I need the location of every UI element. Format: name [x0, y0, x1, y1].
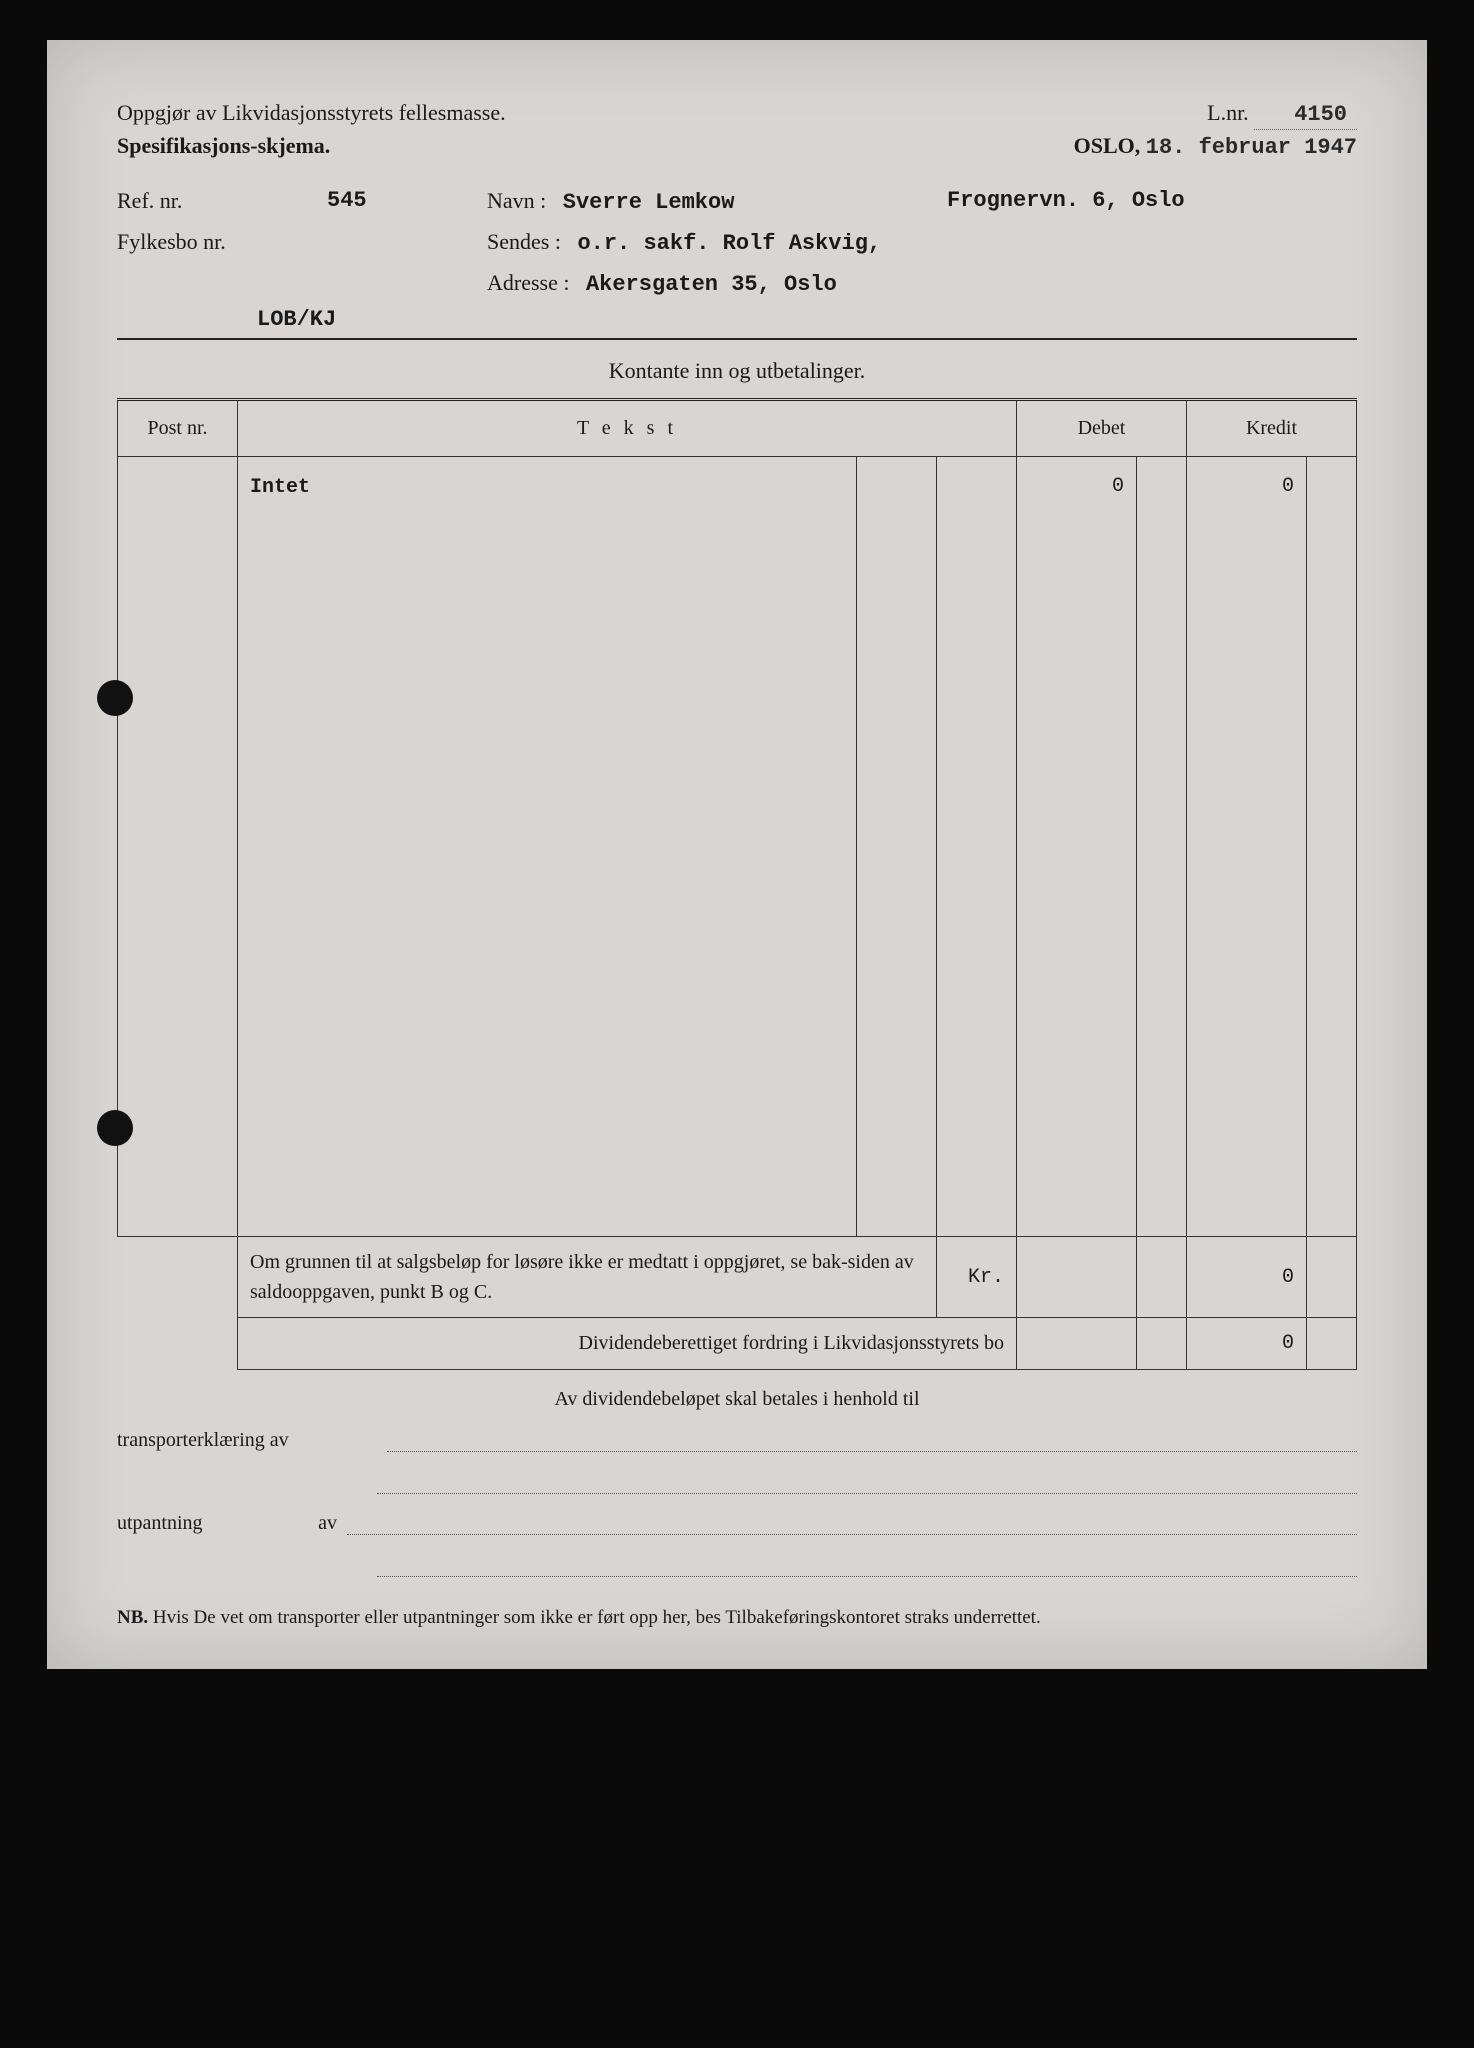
fill-row [117, 1470, 1357, 1494]
navn-label: Navn : [487, 188, 546, 213]
col-tekst: T e k s t [238, 400, 1017, 457]
clerk-initials: LOB/KJ [257, 307, 1357, 338]
cell-kredit-sub [1307, 457, 1357, 1237]
punch-hole [97, 680, 133, 716]
cell-sub [856, 457, 936, 1237]
nb-prefix: NB. [117, 1607, 148, 1628]
oslo-label: OSLO, [1074, 133, 1141, 158]
sendes-field: Sendes : o.r. sakf. Rolf Askvig, [487, 229, 937, 256]
adresse-value: Akersgaten 35, Oslo [586, 272, 837, 297]
lnr-field: L.nr. 4150 [1207, 100, 1357, 127]
oslo-date-value: 18. februar 1947 [1146, 135, 1357, 160]
table-footer-row: Dividendeberettiget fordring i Likvidasj… [118, 1318, 1357, 1370]
cell-kredit: 0 [1187, 457, 1307, 1237]
transport-line: transporterklæring av [117, 1429, 1357, 1452]
divider [117, 338, 1357, 340]
kr-label: Kr. [936, 1237, 1016, 1318]
fylkes-value [327, 229, 487, 256]
section-title: Kontante inn og utbetalinger. [117, 348, 1357, 398]
col-kredit: Kredit [1187, 400, 1357, 457]
fill-line [347, 1515, 1357, 1535]
table-header-row: Post nr. T e k s t Debet Kredit [118, 400, 1357, 457]
ref-value: 545 [327, 188, 487, 215]
sendes-value: o.r. sakf. Rolf Askvig, [577, 231, 881, 256]
dividende-value: 0 [1187, 1318, 1307, 1370]
address-right: Frognervn. 6, Oslo [937, 188, 1357, 215]
utpant-line: utpantning av [117, 1512, 1357, 1535]
cell-kredit-sub [1307, 1237, 1357, 1318]
adresse-field: Adresse : Akersgaten 35, Oslo [487, 270, 937, 297]
kr-value: 0 [1187, 1237, 1307, 1318]
cell-tekst: Intet [238, 457, 857, 1237]
header-title-1: Oppgjør av Likvidasjonsstyrets fellesmas… [117, 100, 506, 127]
av-label: av [277, 1512, 337, 1535]
table-row: Intet 0 0 [118, 457, 1357, 1237]
navn-value: Sverre Lemkow [563, 190, 735, 215]
cell-debet [1016, 1318, 1136, 1370]
dividende-label: Dividendeberettiget fordring i Likvidasj… [238, 1318, 1017, 1370]
cell-postnr [118, 457, 238, 1237]
fill-row [117, 1553, 1357, 1577]
fill-line [377, 1559, 1357, 1577]
ledger-table: Post nr. T e k s t Debet Kredit Intet 0 … [117, 398, 1357, 1370]
footer-note: Om grunnen til at salgsbeløp for løsøre … [238, 1237, 937, 1318]
cell-debet-sub [1136, 1237, 1186, 1318]
cell-sub [936, 457, 1016, 1237]
cell-debet-sub [1136, 457, 1186, 1237]
cell-debet [1016, 1237, 1136, 1318]
header-row: Oppgjør av Likvidasjonsstyrets fellesmas… [117, 100, 1357, 127]
punch-hole [97, 1110, 133, 1146]
header-title-2: Spesifikasjons-skjema. [117, 133, 330, 160]
fylkes-label: Fylkesbo nr. [117, 229, 327, 256]
adresse-label: Adresse : [487, 270, 569, 295]
nb-text: Hvis De vet om transporter eller utpantn… [153, 1607, 1041, 1628]
fill-line [387, 1432, 1357, 1452]
info-block: Ref. nr. 545 Navn : Sverre Lemkow Frogne… [117, 188, 1357, 297]
transport-label: transporterklæring av [117, 1429, 377, 1452]
lnr-value: 4150 [1254, 102, 1357, 130]
cell-kredit-sub [1307, 1318, 1357, 1370]
col-debet: Debet [1016, 400, 1186, 457]
date-field: OSLO, 18. februar 1947 [1074, 133, 1357, 160]
cell-debet: 0 [1016, 457, 1136, 1237]
header-row: Spesifikasjons-skjema. OSLO, 18. februar… [117, 133, 1357, 160]
navn-field: Navn : Sverre Lemkow [487, 188, 937, 215]
fill-line [377, 1476, 1357, 1494]
cell-debet-sub [1136, 1318, 1186, 1370]
body-text: Intet [250, 476, 310, 499]
lnr-label: L.nr. [1207, 100, 1249, 125]
col-postnr: Post nr. [118, 400, 238, 457]
ref-label: Ref. nr. [117, 188, 327, 215]
sendes-label: Sendes : [487, 229, 561, 254]
utpant-label: utpantning [117, 1512, 277, 1535]
document-page: Oppgjør av Likvidasjonsstyrets fellesmas… [47, 40, 1427, 1669]
dividend-section: Av dividendebeløpet skal betales i henho… [117, 1388, 1357, 1577]
table-footer-row: Om grunnen til at salgsbeløp for løsøre … [118, 1237, 1357, 1318]
dividend-title: Av dividendebeløpet skal betales i henho… [117, 1388, 1357, 1411]
nb-note: NB. Hvis De vet om transporter eller utp… [117, 1607, 1357, 1629]
